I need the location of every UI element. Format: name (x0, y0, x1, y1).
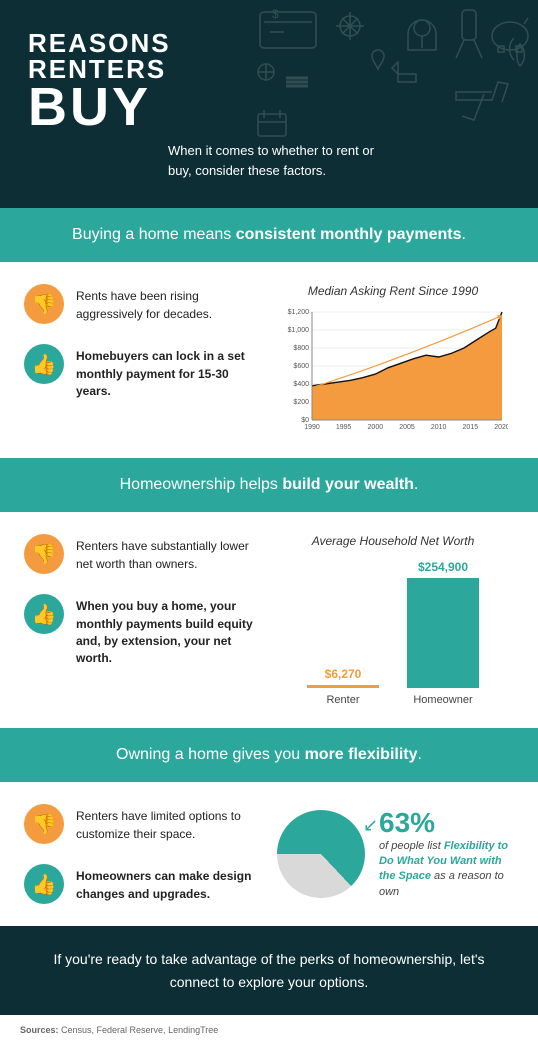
band-text-prefix: Buying a home means (72, 226, 236, 243)
band-text-bold: build your wealth (282, 476, 414, 493)
bar (407, 578, 479, 688)
sources: Sources: Census, Federal Reserve, Lendin… (0, 1015, 538, 1053)
band-text-suffix: . (418, 746, 422, 763)
point-down-text: Renters have substantially lower net wor… (76, 534, 254, 573)
band-text-prefix: Owning a home gives you (116, 746, 305, 763)
pie-desc: of people list Flexibility to Do What Yo… (379, 839, 509, 901)
thumbs-up-icon: 👍 (24, 344, 64, 384)
band-text-suffix: . (414, 476, 418, 493)
rent-chart: $0 $200 $400 $600 $800 $1,000 $1,200 1990 1995 20… (278, 306, 508, 436)
svg-text:$1,000: $1,000 (288, 327, 310, 334)
thumbs-down-icon: 👎 (24, 284, 64, 324)
svg-text:$800: $800 (293, 345, 309, 352)
pie-text: ↙ 63% of people list Flexibility to Do W… (379, 809, 509, 901)
section-2-points: 👎 Renters have substantially lower net w… (24, 534, 254, 706)
bar-renter: $6,270 Renter (307, 667, 379, 706)
svg-text:$200: $200 (293, 399, 309, 406)
point-down: 👎 Renters have substantially lower net w… (24, 534, 254, 574)
section-3: 👎 Renters have limited options to custom… (0, 782, 538, 926)
section-band-3: Owning a home gives you more flexibility… (0, 728, 538, 782)
svg-text:$: $ (272, 7, 279, 21)
point-up: 👍 When you buy a home, your monthly paym… (24, 594, 254, 668)
rent-chart-svg: $0 $200 $400 $600 $800 $1,000 $1,200 1990 1995 20… (278, 306, 508, 436)
header-decorative-icons: $ (252, 6, 532, 146)
band-text-prefix: Homeownership helps (120, 476, 283, 493)
bar (307, 685, 379, 688)
header: $ REASONS RENTERS BUY When it comes to w… (0, 0, 538, 208)
svg-text:2020: 2020 (494, 424, 508, 431)
section-2-chart: Average Household Net Worth $6,270 Renter… (272, 534, 514, 706)
networth-chart-title: Average Household Net Worth (312, 534, 475, 548)
pie-chart (277, 810, 365, 898)
thumbs-down-icon: 👎 (24, 804, 64, 844)
section-band-2: Homeownership helps build your wealth. (0, 458, 538, 512)
bar-value-label: $254,900 (418, 560, 468, 574)
svg-text:$1,200: $1,200 (288, 309, 310, 316)
band-text-bold: consistent monthly payments (236, 226, 462, 243)
point-up: 👍 Homebuyers can lock in a set monthly p… (24, 344, 254, 400)
section-3-chart: ↙ 63% of people list Flexibility to Do W… (272, 804, 514, 904)
point-up-text: When you buy a home, your monthly paymen… (76, 594, 254, 668)
sources-label: Sources: (20, 1025, 59, 1035)
pie-arrow-icon: ↙ (363, 815, 378, 836)
section-3-points: 👎 Renters have limited options to custom… (24, 804, 254, 904)
bar-homeowner: $254,900 Homeowner (407, 560, 479, 706)
svg-text:$0: $0 (301, 417, 309, 424)
section-1: 👎 Rents have been rising aggressively fo… (0, 262, 538, 458)
svg-text:2005: 2005 (399, 424, 415, 431)
section-1-points: 👎 Rents have been rising aggressively fo… (24, 284, 254, 436)
thumbs-up-icon: 👍 (24, 594, 64, 634)
section-2: 👎 Renters have substantially lower net w… (0, 512, 538, 728)
pie-wrap: ↙ 63% of people list Flexibility to Do W… (277, 809, 509, 901)
sources-text: Census, Federal Reserve, LendingTree (59, 1025, 219, 1035)
point-down-text: Renters have limited options to customiz… (76, 804, 254, 843)
point-up-text: Homebuyers can lock in a set monthly pay… (76, 344, 254, 400)
svg-text:$600: $600 (293, 363, 309, 370)
thumbs-up-icon: 👍 (24, 864, 64, 904)
svg-text:2010: 2010 (431, 424, 447, 431)
svg-text:$400: $400 (293, 381, 309, 388)
section-band-1: Buying a home means consistent monthly p… (0, 208, 538, 262)
band-text-suffix: . (462, 226, 466, 243)
svg-text:1995: 1995 (336, 424, 352, 431)
svg-text:2015: 2015 (463, 424, 479, 431)
point-down: 👎 Rents have been rising aggressively fo… (24, 284, 254, 324)
bar-category-label: Renter (326, 694, 359, 706)
section-1-chart: Median Asking Rent Since 1990 $0 $200 $400… (272, 284, 514, 436)
svg-text:2000: 2000 (368, 424, 384, 431)
header-subtitle: When it comes to whether to rent or buy,… (168, 141, 398, 180)
band-text-bold: more flexibility (305, 746, 418, 763)
point-down: 👎 Renters have limited options to custom… (24, 804, 254, 844)
svg-text:1990: 1990 (304, 424, 320, 431)
networth-chart: $6,270 Renter $254,900 Homeowner (283, 556, 503, 706)
rent-chart-title: Median Asking Rent Since 1990 (308, 284, 478, 298)
pie-percent: 63% (379, 809, 509, 837)
pie-desc-pre: of people list (379, 840, 444, 852)
bar-value-label: $6,270 (325, 667, 362, 681)
footer-cta: If you're ready to take advantage of the… (0, 926, 538, 1015)
thumbs-down-icon: 👎 (24, 534, 64, 574)
point-down-text: Rents have been rising aggressively for … (76, 284, 254, 323)
bar-category-label: Homeowner (413, 694, 472, 706)
point-up-text: Homeowners can make design changes and u… (76, 864, 254, 903)
point-up: 👍 Homeowners can make design changes and… (24, 864, 254, 904)
